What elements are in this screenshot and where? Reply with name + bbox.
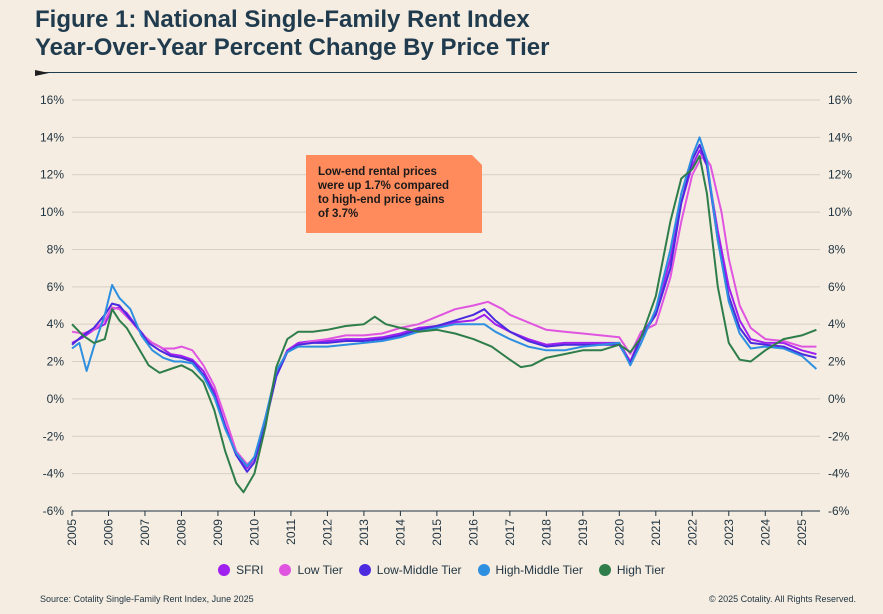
legend-label: High Tier	[616, 563, 665, 577]
title-divider	[35, 72, 857, 73]
legend-swatch	[218, 564, 231, 576]
chart-title-line-2: Year-Over-Year Percent Change By Price T…	[35, 34, 550, 61]
x-tick-label: 2015	[430, 519, 444, 546]
legend-swatch	[477, 564, 490, 576]
annotation-line-2: were up 1.7% compared	[318, 180, 450, 192]
legend-swatch	[279, 564, 292, 576]
y-tick-label-right: 0%	[828, 392, 846, 406]
x-tick-label: 2019	[576, 519, 590, 546]
gridlines	[72, 99, 820, 512]
y-tick-label-right: -2%	[828, 429, 850, 443]
y-tick-label-left: 10%	[40, 205, 64, 219]
x-tick-label: 2014	[393, 519, 407, 546]
y-tick-label-left: 4%	[47, 317, 65, 331]
y-tick-label-left: 0%	[47, 392, 65, 406]
x-tick-label: 2012	[320, 519, 334, 546]
legend-item-low-middle-tier: Low-Middle Tier	[358, 563, 462, 577]
y-tick-label-left: 16%	[40, 93, 64, 107]
y-tick-label-right: 4%	[828, 317, 846, 331]
x-tick-label: 2020	[612, 519, 626, 546]
y-tick-label-left: 14%	[40, 130, 64, 144]
y-tick-label-right: 16%	[828, 93, 852, 107]
x-tick-label: 2005	[65, 519, 79, 546]
legend-swatch	[358, 564, 371, 576]
x-tick-label: 2025	[795, 519, 809, 546]
x-axis: 2005 2006 2007 2008 2009 2010 2011 2012 2013 2014…	[65, 511, 809, 546]
y-tick-label-right: 6%	[828, 280, 846, 294]
y-tick-label-right: -4%	[828, 467, 850, 481]
legend-label: Low-Middle Tier	[376, 563, 462, 577]
title-divider-marker	[35, 70, 49, 76]
y-tick-label-right: 2%	[828, 355, 846, 369]
x-tick-label: 2006	[101, 519, 115, 546]
legend-label: Low Tier	[297, 563, 343, 577]
chart-title: Figure 1: National Single-Family Rent In…	[35, 6, 550, 62]
legend-swatch	[598, 564, 611, 576]
series-lines	[71, 136, 818, 494]
legend-item-high-middle-tier: High-Middle Tier	[477, 563, 583, 577]
series-line-high-tier	[71, 155, 817, 494]
y-axis-right: -6% -4% -2% 0% 2% 4% 6% 8% 10% 12% 14% 16%	[828, 93, 852, 518]
y-tick-label-right: 12%	[828, 168, 852, 182]
x-tick-label: 2022	[685, 519, 699, 546]
copyright-note: © 2025 Cotality. All Rights Reserved.	[708, 594, 856, 604]
x-tick-label: 2023	[722, 519, 736, 546]
x-tick-label: 2017	[503, 519, 517, 546]
x-tick-label: 2013	[357, 519, 371, 546]
x-tick-label: 2024	[758, 519, 772, 546]
source-note: Source: Cotality Single-Family Rent Inde…	[40, 594, 254, 604]
annotation-line-4: of 3.7%	[318, 208, 359, 220]
legend-item-high-tier: High Tier	[598, 563, 665, 577]
legend-item-low-tier: Low Tier	[279, 563, 343, 577]
y-tick-label-left: -4%	[43, 467, 65, 481]
x-tick-label: 2016	[466, 519, 480, 546]
series-line-low-middle-tier	[71, 143, 817, 473]
chart-title-line-1: Figure 1: National Single-Family Rent In…	[35, 6, 530, 33]
x-tick-label: 2009	[211, 519, 225, 546]
legend-label: High-Middle Tier	[495, 563, 583, 577]
y-tick-label-left: -2%	[43, 429, 65, 443]
x-tick-label: 2021	[649, 519, 663, 546]
x-tick-label: 2018	[539, 519, 553, 546]
y-tick-label-left: 12%	[40, 168, 64, 182]
x-tick-label: 2011	[284, 519, 298, 545]
x-tick-label: 2010	[247, 519, 261, 546]
legend-label: SFRI	[236, 563, 264, 577]
annotation-callout: Low-end rental prices were up 1.7% compa…	[306, 155, 482, 233]
x-tick-label: 2008	[174, 519, 188, 546]
y-tick-label-left: 6%	[47, 280, 65, 294]
annotation-line-3: to high-end price gains	[318, 194, 445, 206]
legend: SFRI Low Tier Low-Middle Tier High-Middl…	[0, 563, 883, 577]
y-axis-left: -6% -4% -2% 0% 2% 4% 6% 8% 10% 12% 14% 16%	[40, 93, 64, 518]
y-tick-label-right: 14%	[828, 130, 852, 144]
y-tick-label-left: 2%	[47, 355, 65, 369]
y-tick-label-right: 8%	[828, 242, 846, 256]
x-tick-label: 2007	[138, 519, 152, 546]
annotation-line-1: Low-end rental prices	[318, 166, 437, 178]
series-line-high-middle-tier	[71, 136, 818, 468]
y-tick-label-left: -6%	[43, 504, 65, 518]
y-tick-label-right: 10%	[828, 205, 852, 219]
legend-item-sfri: SFRI	[218, 563, 263, 577]
series-line-low-tier	[71, 153, 817, 466]
y-tick-label-left: 8%	[47, 242, 65, 256]
y-tick-label-right: -6%	[828, 504, 850, 518]
